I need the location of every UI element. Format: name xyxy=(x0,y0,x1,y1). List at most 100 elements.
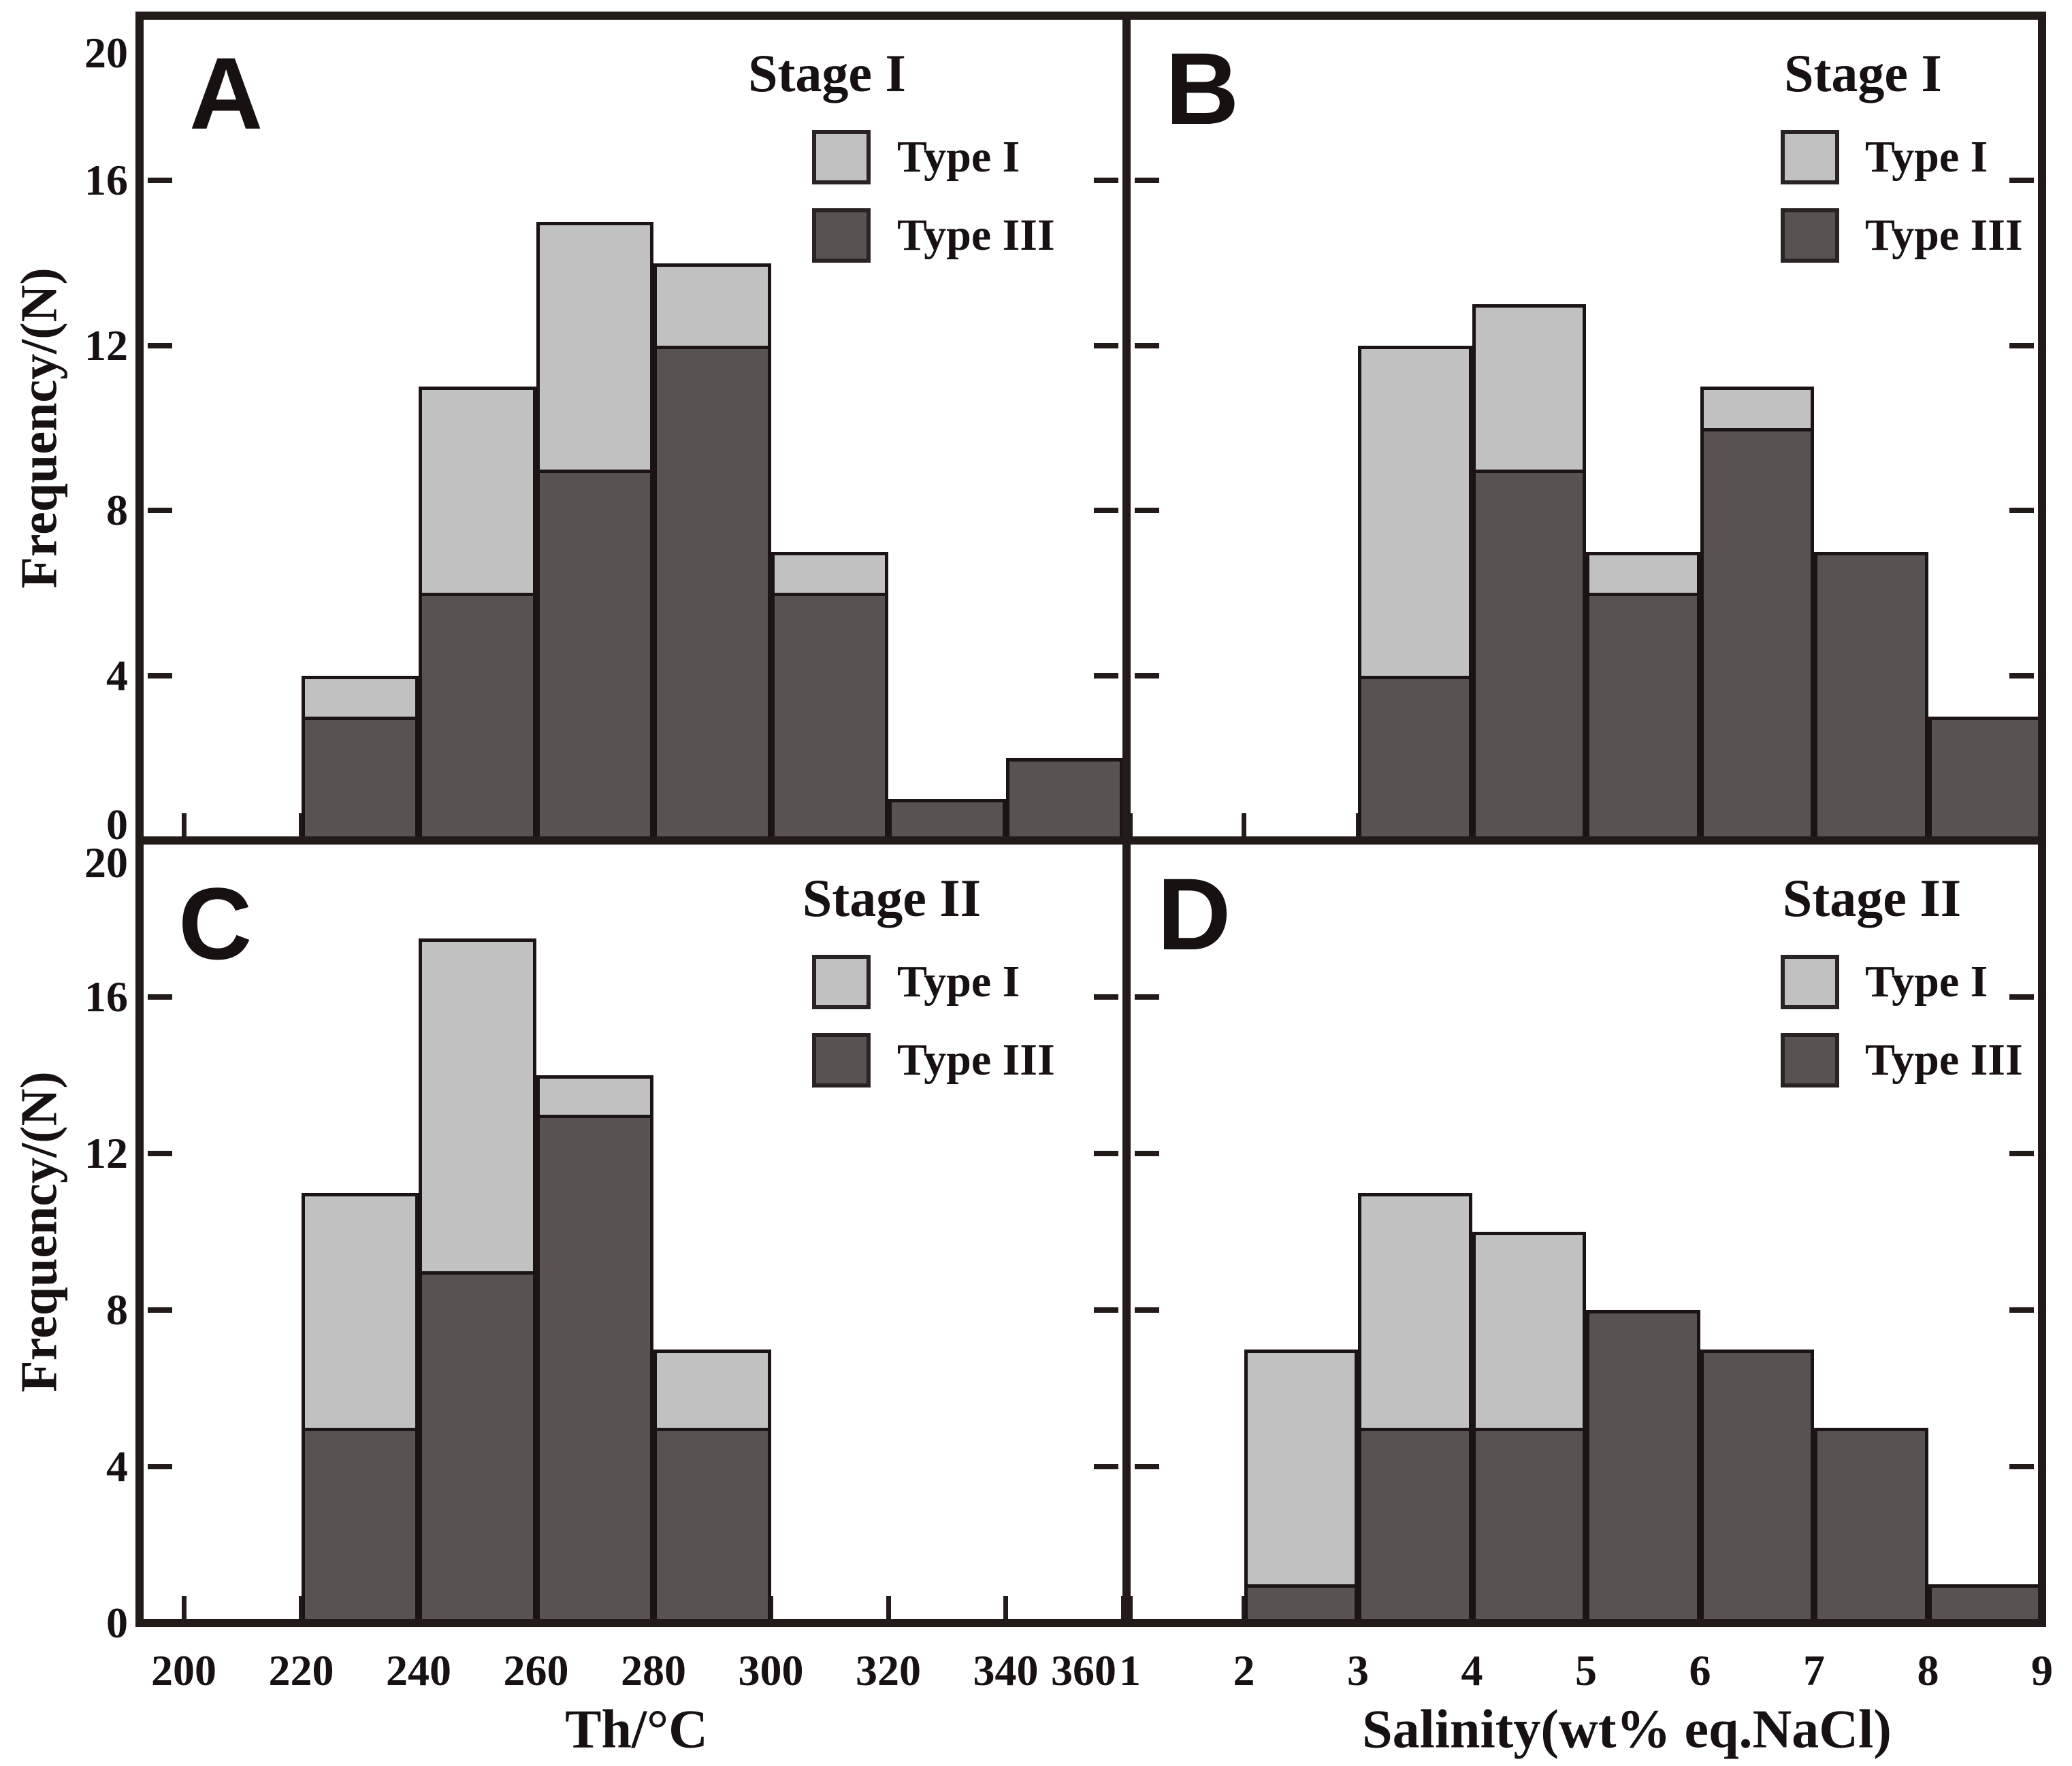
x-tick-label: 360 xyxy=(1051,1646,1116,1695)
y-axis-tick xyxy=(1135,1307,1159,1313)
panel-letter-a: A xyxy=(189,36,263,150)
y-axis-tick xyxy=(2009,1151,2034,1156)
histogram-bar-type-iii xyxy=(1358,1427,1472,1627)
legend-label-type-i: Type I xyxy=(1865,132,1988,182)
y-axis-tick xyxy=(2009,178,2034,184)
x-axis-title: Salinity(wt% eq.NaCl) xyxy=(1362,1699,1892,1760)
y-axis-title: Frequency/(N) xyxy=(10,267,68,589)
histogram-bar-type-iii xyxy=(419,593,536,845)
y-axis-tick xyxy=(1094,1307,1118,1313)
legend-swatch-type-iii xyxy=(812,208,871,263)
legend-label-type-iii: Type III xyxy=(1865,210,2023,260)
histogram-bar-type-i xyxy=(1358,345,1472,679)
y-axis-tick xyxy=(1135,508,1159,514)
y-axis-tick xyxy=(2009,508,2034,514)
y-axis-tick xyxy=(148,342,172,348)
y-tick-label: 12 xyxy=(84,1129,128,1177)
legend-stage-title: Stage II xyxy=(802,868,982,928)
x-tick-label: 2 xyxy=(1233,1646,1255,1695)
x-tick-label: 280 xyxy=(621,1646,686,1695)
frame-bottom xyxy=(135,1619,2046,1627)
histogram-bar-type-i xyxy=(536,1075,653,1118)
histogram-bar-type-i xyxy=(1700,387,1814,431)
x-tick-label: 320 xyxy=(856,1646,921,1695)
y-axis-tick xyxy=(148,1307,172,1313)
histogram-bar-type-i xyxy=(653,263,771,349)
y-axis-tick xyxy=(148,1464,172,1469)
histogram-bar-type-iii xyxy=(536,469,653,845)
x-tick-label: 240 xyxy=(386,1646,451,1695)
x-tick-label: 6 xyxy=(1689,1646,1711,1695)
legend-swatch-type-iii xyxy=(1781,1033,1839,1088)
histogram-bar-type-iii xyxy=(771,593,888,845)
histogram-bar-type-i xyxy=(771,551,888,597)
x-tick-label: 4 xyxy=(1461,1646,1483,1695)
y-axis-tick xyxy=(148,672,172,678)
histogram-bar-type-iii xyxy=(301,1427,419,1627)
histogram-bar-type-i xyxy=(1472,1232,1586,1431)
x-axis-tick xyxy=(181,1596,187,1619)
x-tick-label: 5 xyxy=(1575,1646,1597,1695)
x-tick-label: 1 xyxy=(1119,1646,1141,1695)
x-tick-label: 220 xyxy=(268,1646,334,1695)
y-tick-label: 16 xyxy=(84,972,128,1021)
x-tick-label: 340 xyxy=(973,1646,1039,1695)
frame-top xyxy=(135,12,2046,20)
legend-swatch-type-iii xyxy=(1781,208,1839,263)
y-axis-tick xyxy=(2009,994,2034,1000)
y-axis-tick xyxy=(2009,1307,2034,1313)
legend-stage-title: Stage I xyxy=(1784,44,1942,103)
histogram-bar-type-i xyxy=(419,387,536,597)
legend-label-type-iii: Type III xyxy=(1865,1035,2023,1085)
histogram-bar-type-i xyxy=(1472,304,1586,473)
legend-stage-title: Stage II xyxy=(1782,868,1962,928)
y-axis-tick xyxy=(1135,178,1159,184)
histogram-bar-type-iii xyxy=(1586,593,1700,845)
histogram-bar-type-iii xyxy=(1472,469,1586,845)
histogram-bar-type-i xyxy=(1586,551,1700,597)
legend-label-type-iii: Type III xyxy=(897,210,1055,260)
histogram-bar-type-iii xyxy=(653,345,771,845)
y-axis-tick xyxy=(1135,994,1159,1000)
x-tick-label: 300 xyxy=(738,1646,804,1695)
histogram-bar-type-i xyxy=(419,938,536,1275)
histogram-bar-type-iii xyxy=(536,1114,653,1627)
y-axis-tick xyxy=(2009,672,2034,678)
y-axis-tick xyxy=(1135,1464,1159,1469)
y-tick-label: 16 xyxy=(84,156,128,205)
y-tick-label: 0 xyxy=(106,800,128,849)
x-axis-tick xyxy=(181,813,187,836)
panel-letter-b: B xyxy=(1165,31,1240,146)
x-tick-label: 3 xyxy=(1347,1646,1369,1695)
panel-letter-d: D xyxy=(1157,857,1231,971)
legend-label-type-i: Type I xyxy=(897,957,1020,1007)
frame-left xyxy=(135,12,144,1627)
histogram-bar-type-iii xyxy=(1700,1349,1814,1627)
y-axis-tick xyxy=(148,1151,172,1156)
y-axis-tick xyxy=(1094,508,1118,514)
y-tick-label: 20 xyxy=(84,838,128,887)
y-axis-tick xyxy=(1135,342,1159,348)
x-axis-title: Th/°C xyxy=(565,1699,708,1760)
legend-swatch-type-i xyxy=(1781,130,1839,184)
x-axis-tick xyxy=(886,1596,891,1619)
y-axis-tick xyxy=(148,508,172,514)
histogram-bar-type-iii xyxy=(1814,551,1928,845)
y-axis-tick xyxy=(2009,342,2034,348)
x-tick-label: 7 xyxy=(1803,1646,1825,1695)
histogram-bar-type-iii xyxy=(1814,1427,1928,1627)
x-axis-tick xyxy=(1242,813,1246,836)
histogram-bar-type-iii xyxy=(1472,1427,1586,1627)
y-axis-tick xyxy=(1094,672,1118,678)
legend-swatch-type-i xyxy=(1781,955,1839,1009)
y-axis-tick xyxy=(2009,1464,2034,1469)
histogram-bar-type-i xyxy=(301,1192,419,1431)
y-tick-label: 20 xyxy=(84,29,128,77)
histogram-bar-type-iii xyxy=(1005,757,1123,845)
x-axis-tick xyxy=(768,1596,773,1619)
y-axis-tick xyxy=(1094,994,1118,1000)
x-tick-label: 8 xyxy=(1917,1646,1939,1695)
histogram-bar-type-i xyxy=(536,222,653,473)
x-tick-label: 260 xyxy=(503,1646,569,1695)
legend-label-type-i: Type I xyxy=(897,132,1020,182)
